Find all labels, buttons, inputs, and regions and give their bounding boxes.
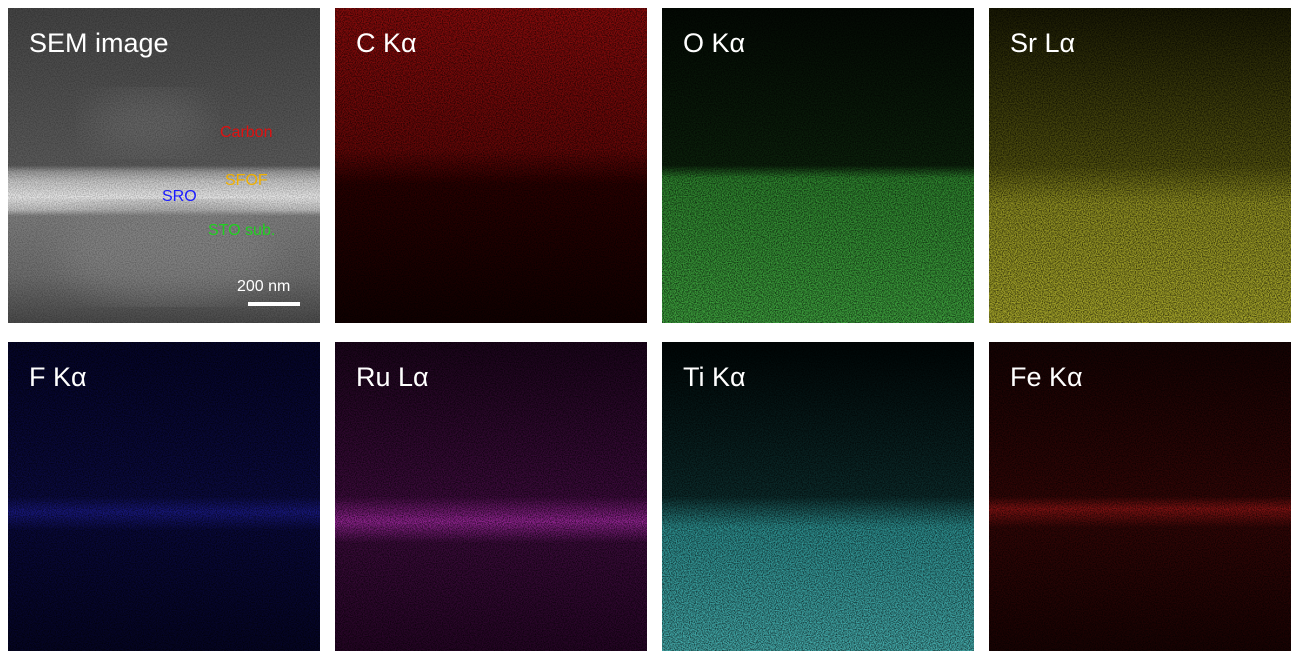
- panel: Ru Lα: [335, 342, 647, 651]
- scale-bar-label: 200 nm: [237, 278, 290, 295]
- panel: Fe Kα: [989, 342, 1291, 651]
- panel: Sr Lα: [989, 8, 1291, 323]
- noise: [335, 342, 647, 651]
- noise: [335, 8, 647, 323]
- annotation-sro: SRO: [162, 188, 197, 205]
- panel-grid: SEM image C Kα O Kα Sr Lα F Kα Ru Lα Ti Kα Fe K…: [8, 8, 1291, 651]
- noise: [662, 342, 974, 651]
- panel-label: O Kα: [683, 28, 745, 58]
- panel-label: Ti Kα: [683, 362, 746, 392]
- noise: [8, 342, 320, 651]
- noise: [989, 8, 1291, 323]
- panel-label: C Kα: [356, 28, 417, 58]
- noise: [989, 342, 1291, 651]
- annotation-sfof: SFOF: [225, 172, 268, 189]
- panel: F Kα: [8, 342, 320, 651]
- panel-label: Ru Lα: [356, 362, 429, 392]
- panel-label: F Kα: [29, 362, 87, 392]
- noise: [8, 8, 320, 323]
- noise: [662, 8, 974, 323]
- scale-bar: [248, 302, 300, 306]
- annotation-carbon: Carbon: [220, 124, 272, 141]
- sem-annotations: Carbon SFOF SRO STO sub. 200 nm: [162, 124, 300, 306]
- panel: C Kα: [335, 8, 647, 323]
- annotation-sto: STO sub.: [208, 222, 275, 239]
- panel-label: SEM image: [29, 28, 169, 58]
- panel-label: Fe Kα: [1010, 362, 1083, 392]
- panel-label: Sr Lα: [1010, 28, 1075, 58]
- panel: O Kα: [662, 8, 974, 323]
- panel: Ti Kα: [662, 342, 974, 651]
- panel: SEM image: [8, 8, 320, 323]
